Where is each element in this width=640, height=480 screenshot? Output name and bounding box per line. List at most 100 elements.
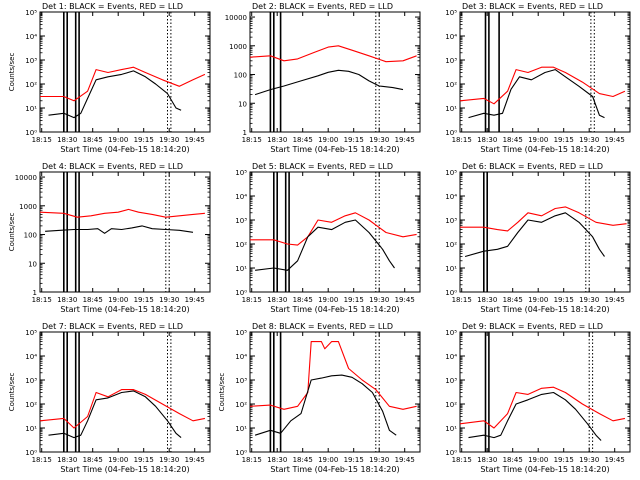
panel-title: Det 6: BLACK = Events, RED = LLD	[462, 162, 603, 171]
x-tick-label: 18:15	[32, 456, 52, 464]
y-tick-label: 1	[243, 129, 247, 137]
y-tick-label: 10⁴	[235, 353, 247, 361]
x-tick-label: 18:30	[477, 296, 497, 304]
x-tick-label: 19:00	[108, 296, 128, 304]
x-tick-label: 19:30	[369, 456, 389, 464]
y-tick-label: 10⁴	[445, 33, 457, 41]
x-tick-label: 19:15	[554, 136, 574, 144]
panel-title: Det 3: BLACK = Events, RED = LLD	[462, 2, 603, 11]
x-tick-label: 18:45	[83, 136, 103, 144]
x-axis-label: Start Time (04-Feb-15 18:14:20)	[270, 145, 399, 154]
x-tick-label: 18:30	[57, 136, 77, 144]
plot-frame	[39, 171, 211, 293]
y-tick-label: 10³	[445, 217, 457, 225]
y-tick-label: 10	[28, 260, 37, 268]
detector-panel-3: 10⁰ 10¹ 10² 10³ 10⁴ 10⁵ 18:15 18:30 18:45 19:00 19…	[445, 2, 631, 154]
y-tick-label: 10¹	[445, 265, 457, 273]
panel-title: Det 2: BLACK = Events, RED = LLD	[252, 2, 393, 11]
detector-panel-1: 10⁰ 10¹ 10² 10³ 10⁴ 10⁵ 18:15 18:30 18:45 19:00 19…	[8, 2, 211, 154]
x-tick-label: 19:30	[369, 296, 389, 304]
x-tick-label: 19:15	[134, 456, 154, 464]
x-tick-label: 19:15	[554, 296, 574, 304]
detector-panel-5: 10⁰ 10¹ 10² 10³ 10⁴ 10⁵ 18:15 18:30 18:45 19:00 19…	[235, 162, 421, 314]
x-tick-label: 18:30	[267, 136, 287, 144]
detector-panel-8: 10⁰ 10¹ 10² 10³ 10⁴ 10⁵ 18:15 18:30 18:45 19:00 19…	[218, 322, 421, 474]
x-axis-label: Start Time (04-Feb-15 18:14:20)	[270, 465, 399, 474]
y-tick-label: 10⁰	[235, 289, 247, 297]
detector-panel-4: 1 10 100 1000 10000 18:15 18:30 18:45 19:00 19:15…	[8, 162, 211, 314]
y-tick-label: 10⁴	[25, 353, 37, 361]
x-tick-label: 19:45	[185, 136, 205, 144]
lld-rate-line	[249, 45, 417, 63]
x-tick-label: 18:45	[83, 456, 103, 464]
x-tick-label: 19:15	[134, 136, 154, 144]
y-tick-label: 10¹	[235, 265, 247, 273]
y-tick-label: 10⁴	[25, 33, 37, 41]
y-tick-label: 10⁵	[445, 9, 457, 17]
plot-frame	[459, 171, 631, 293]
y-tick-label: 10⁵	[445, 169, 457, 177]
x-tick-label: 19:45	[605, 296, 625, 304]
x-tick-label: 19:30	[159, 456, 179, 464]
y-tick-label: 10⁴	[235, 193, 247, 201]
x-tick-label: 18:45	[293, 456, 313, 464]
x-tick-label: 18:30	[267, 296, 287, 304]
x-tick-label: 19:15	[344, 136, 364, 144]
plot-frame	[459, 11, 631, 133]
x-axis-label: Start Time (04-Feb-15 18:14:20)	[480, 145, 609, 154]
x-axis-label: Start Time (04-Feb-15 18:14:20)	[480, 305, 609, 314]
event-rate-line	[48, 390, 182, 439]
panel-title: Det 9: BLACK = Events, RED = LLD	[462, 322, 603, 331]
lld-rate-line	[39, 208, 205, 218]
x-axis-label: Start Time (04-Feb-15 18:14:20)	[60, 305, 189, 314]
y-tick-label: 10⁵	[25, 329, 37, 337]
x-tick-label: 19:30	[579, 136, 599, 144]
detector-panel-7: 10⁰ 10¹ 10² 10³ 10⁴ 10⁵ 18:15 18:30 18:45 19:00 19…	[8, 322, 211, 474]
y-tick-label: 10⁰	[445, 129, 457, 137]
x-tick-label: 19:00	[108, 456, 128, 464]
x-tick-label: 19:00	[528, 136, 548, 144]
x-tick-label: 19:45	[395, 456, 415, 464]
event-rate-line	[255, 219, 395, 271]
x-tick-label: 19:45	[395, 296, 415, 304]
y-tick-label: 1	[33, 289, 37, 297]
y-tick-label: 10¹	[445, 425, 457, 433]
y-tick-label: 10	[238, 100, 247, 108]
x-tick-label: 19:00	[318, 456, 338, 464]
y-tick-label: 10²	[445, 401, 457, 409]
y-axis-label: Counts/sec	[218, 373, 226, 412]
x-tick-label: 19:15	[344, 456, 364, 464]
y-axis-label: Counts/sec	[8, 373, 16, 412]
event-rate-line	[464, 212, 605, 258]
y-tick-label: 10²	[235, 241, 247, 249]
plot-frame	[39, 331, 211, 453]
event-rate-line	[48, 70, 182, 119]
x-tick-label: 18:30	[477, 136, 497, 144]
y-tick-label: 10000	[225, 14, 247, 22]
x-tick-label: 18:45	[503, 296, 523, 304]
lld-rate-line	[459, 386, 626, 429]
y-tick-label: 10¹	[25, 425, 37, 433]
plot-frame	[459, 331, 631, 453]
x-tick-label: 18:15	[242, 456, 262, 464]
y-tick-label: 10²	[25, 401, 37, 409]
x-tick-label: 19:15	[554, 456, 574, 464]
x-tick-label: 19:30	[159, 136, 179, 144]
y-tick-label: 10³	[235, 217, 247, 225]
event-rate-line	[254, 69, 404, 96]
x-tick-label: 19:15	[344, 296, 364, 304]
lld-rate-line	[459, 66, 626, 105]
y-tick-label: 10⁵	[235, 169, 247, 177]
plot-frame	[249, 11, 421, 133]
x-tick-label: 19:00	[528, 456, 548, 464]
x-tick-label: 18:15	[452, 136, 472, 144]
y-axis-label: Counts/sec	[8, 213, 16, 252]
x-tick-label: 18:15	[242, 136, 262, 144]
detector-panel-9: 10⁰ 10¹ 10² 10³ 10⁴ 10⁵ 18:15 18:30 18:45 19:00 19…	[445, 322, 631, 474]
y-tick-label: 10⁴	[445, 193, 457, 201]
x-tick-label: 19:15	[134, 296, 154, 304]
x-tick-label: 19:00	[528, 296, 548, 304]
panel-title: Det 8: BLACK = Events, RED = LLD	[252, 322, 393, 331]
y-tick-label: 10000	[15, 174, 37, 182]
x-tick-label: 18:30	[267, 456, 287, 464]
